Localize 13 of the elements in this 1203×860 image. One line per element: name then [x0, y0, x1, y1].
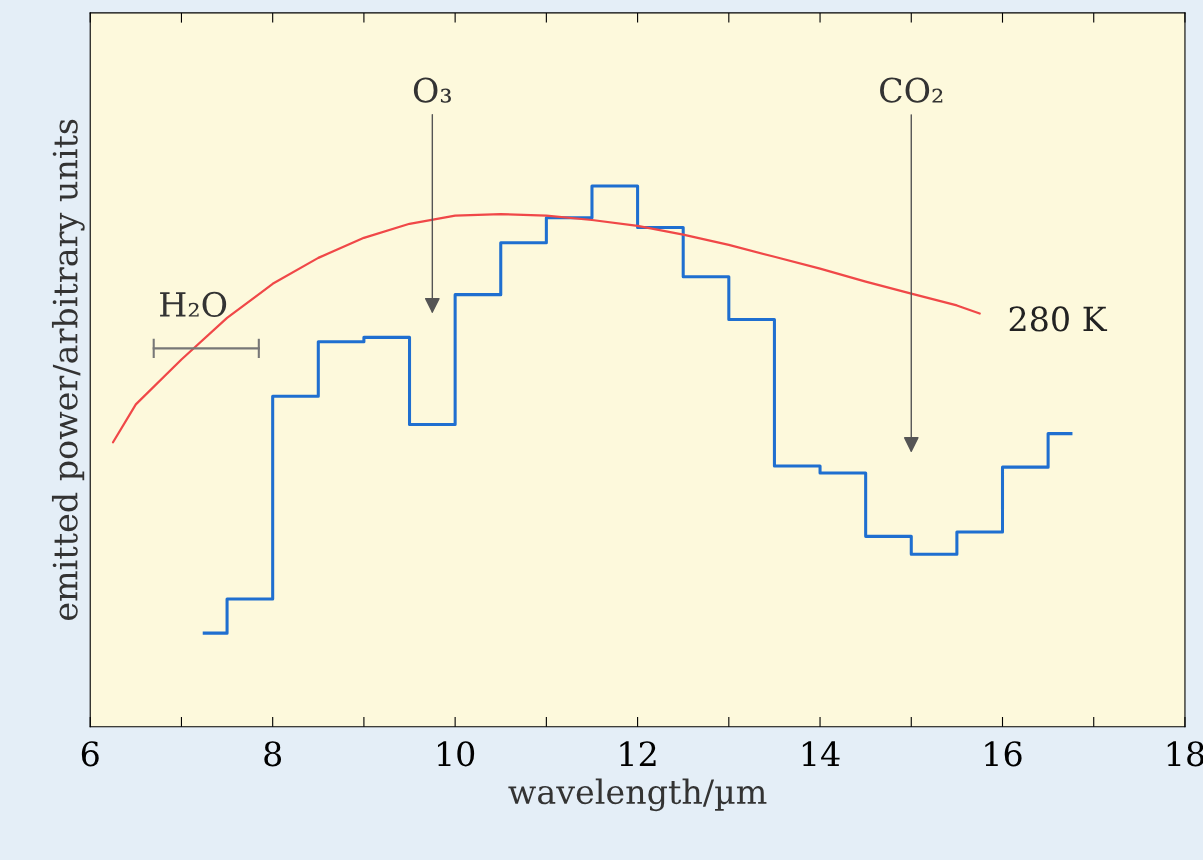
x-tick-label: 6 — [81, 741, 99, 767]
x-axis-title: wavelength/µm — [508, 778, 767, 812]
x-tick-label: 12 — [620, 741, 656, 766]
x-tick-label: 18 — [1167, 741, 1203, 767]
x-tick-label: 14 — [802, 741, 840, 766]
x-tick-label: 16 — [985, 741, 1022, 767]
series-label: 280 K — [1009, 306, 1108, 332]
x-tick-label: 8 — [264, 741, 282, 767]
x-tick-label: 10 — [437, 741, 475, 767]
text: O₃ — [413, 77, 451, 103]
y-axis-title: emitted power/arbitrary units — [51, 119, 85, 621]
text: CO₂ — [880, 77, 943, 103]
annotation: H₂O — [160, 291, 227, 317]
